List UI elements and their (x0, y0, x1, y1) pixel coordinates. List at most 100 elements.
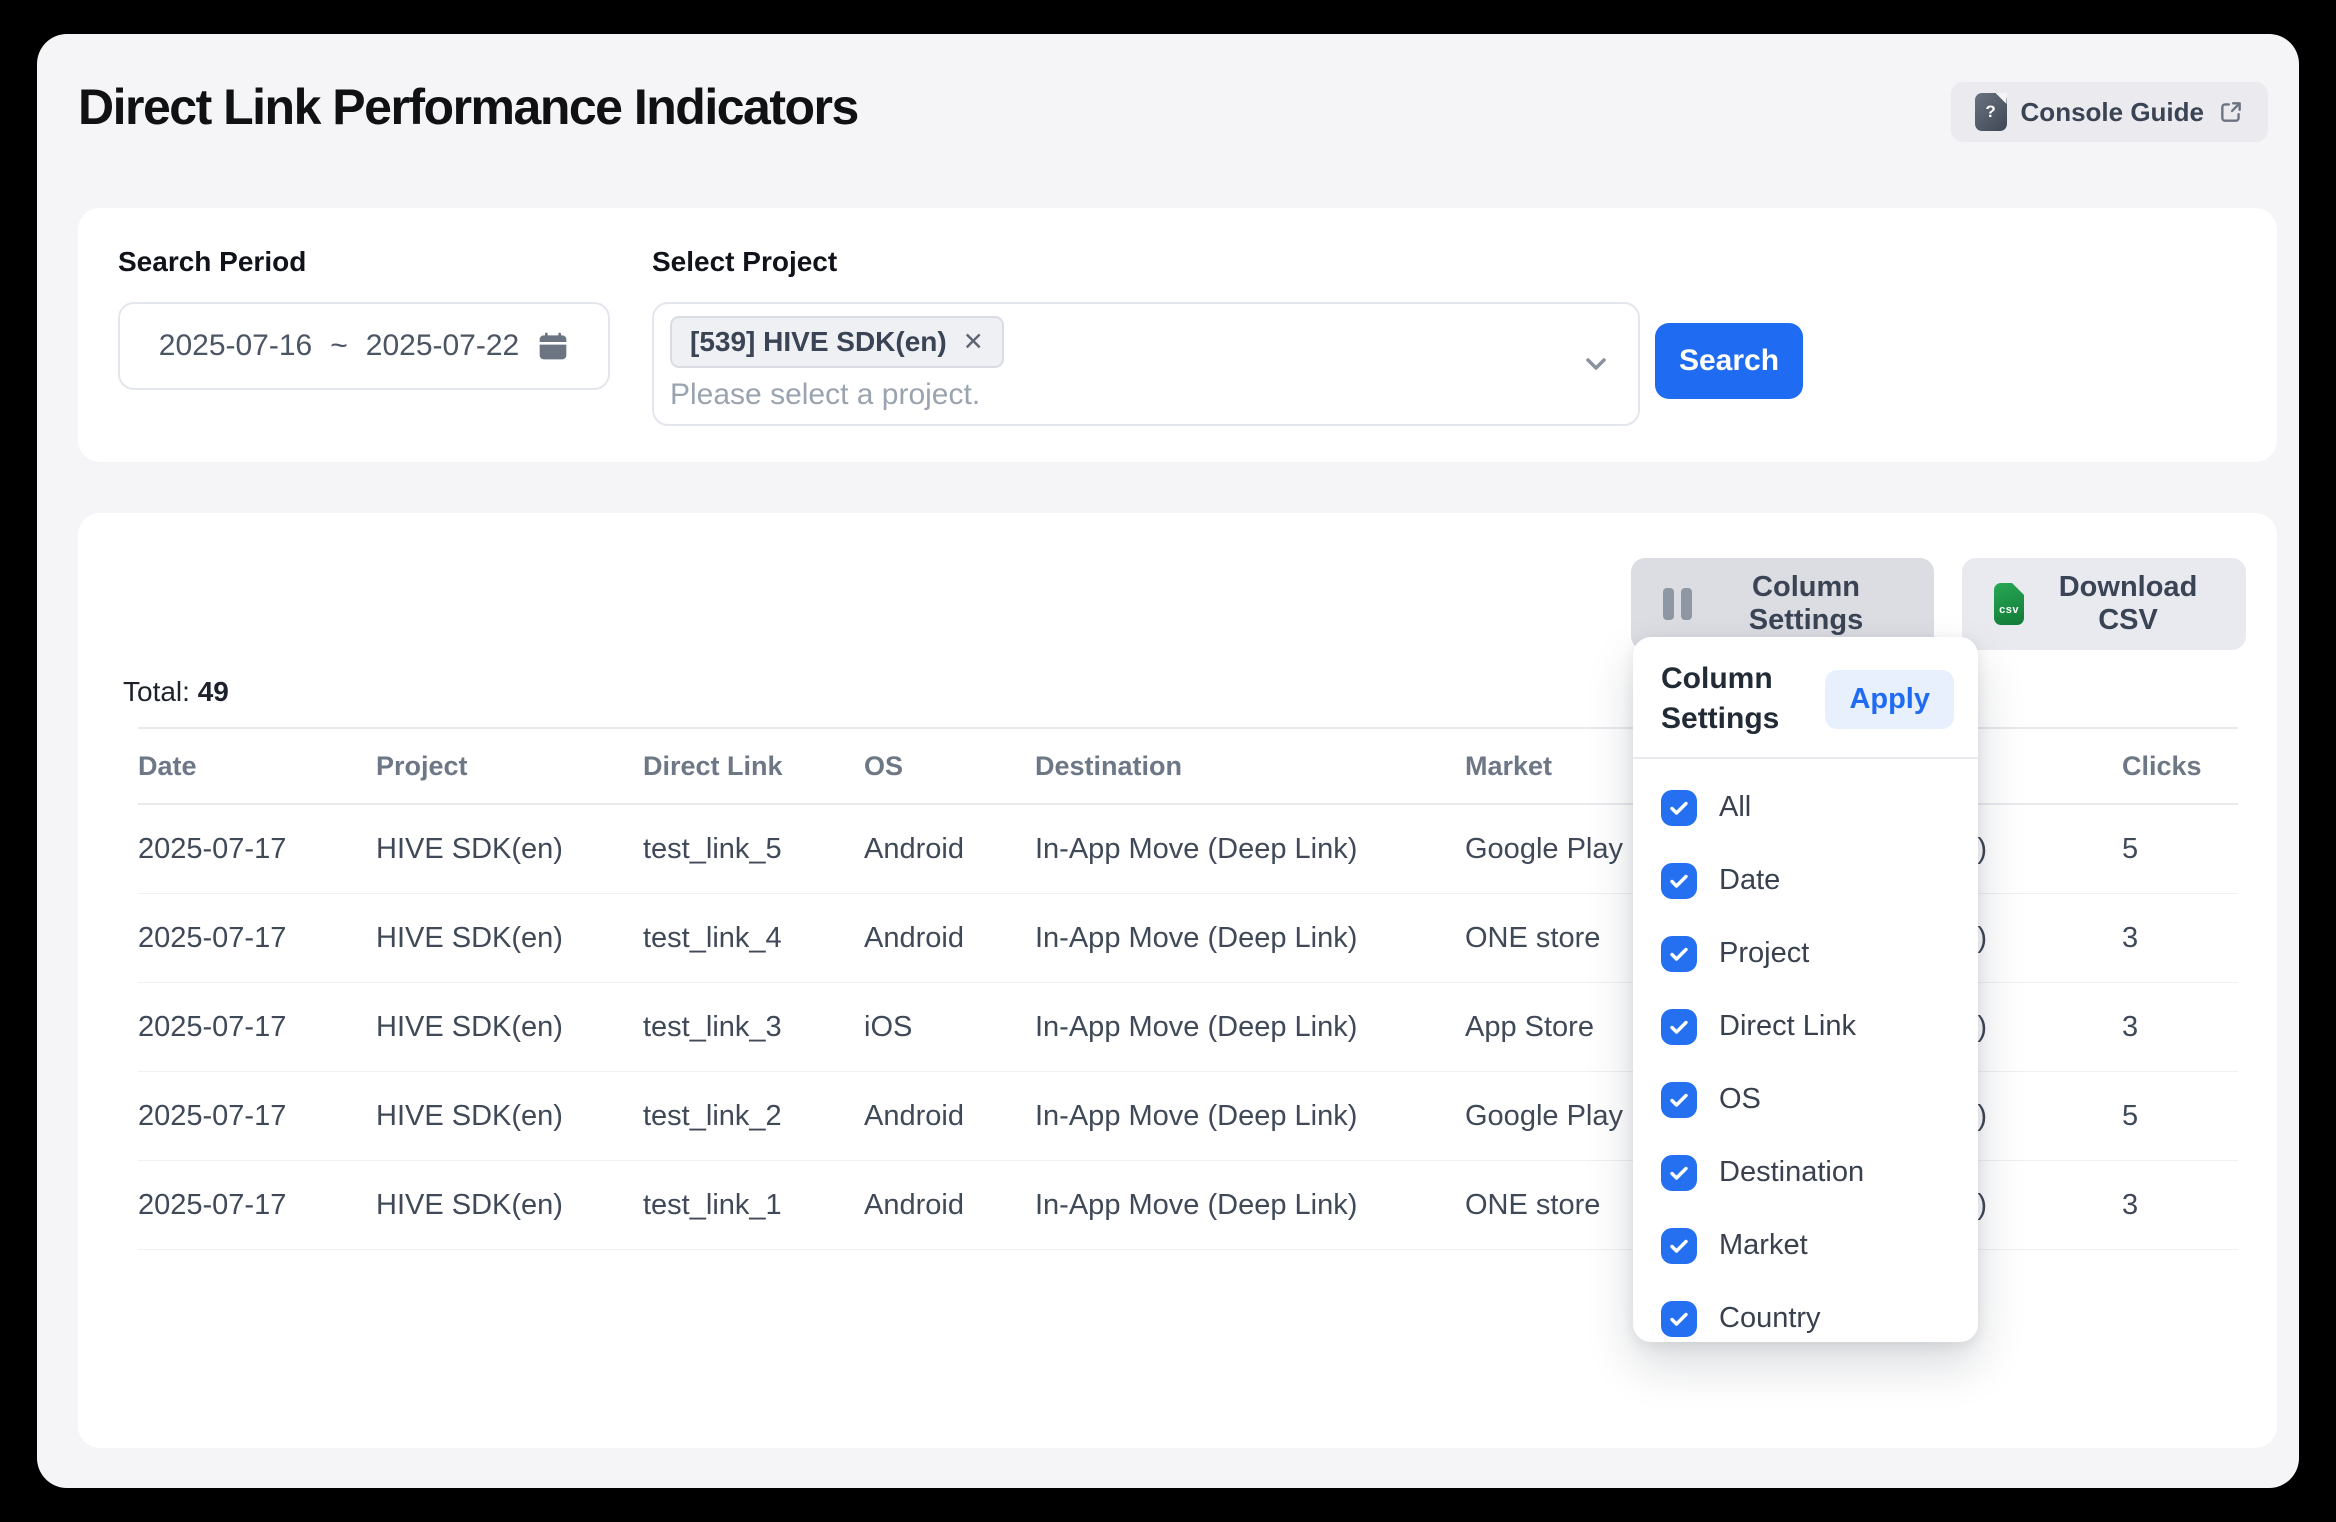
checkbox-label: Destination (1719, 1156, 1865, 1188)
cell-os: Android (864, 1188, 964, 1221)
check-icon (1670, 801, 1688, 815)
checkbox-label: Country (1719, 1302, 1821, 1334)
cell-dlink: test_link_5 (643, 832, 782, 865)
column-checkbox-item-date[interactable]: Date (1661, 844, 1978, 917)
project-chip-label: [539] HIVE SDK(en) (690, 326, 947, 357)
cell-market: Google Play (1465, 832, 1623, 865)
table-row: 2025-07-17 HIVE SDK(en) test_link_1 Android… (138, 1161, 2238, 1250)
cell-dest: In-App Move (Deep Link) (1035, 1188, 1358, 1221)
column-checkbox-item-project[interactable]: Project (1661, 917, 1978, 990)
checkbox-label: Direct Link (1719, 1010, 1856, 1042)
cell-project: HIVE SDK(en) (376, 1099, 563, 1132)
column-checkbox-item-all[interactable]: All (1661, 771, 1978, 844)
doc-fold-corner (1995, 93, 2007, 104)
cell-clicks: 3 (2122, 1188, 2139, 1221)
search-period-label: Search Period (118, 246, 307, 277)
column-header-destination: Destination (1035, 750, 1183, 781)
cell-market: ONE store (1465, 921, 1601, 954)
cell-clicks: 3 (2122, 921, 2139, 954)
column-checkbox-item-market[interactable]: Market (1661, 1209, 1978, 1282)
column-header-market: Market (1465, 750, 1553, 781)
checkbox-checked-icon[interactable] (1661, 789, 1697, 826)
console-guide-button[interactable]: ? Console Guide (1950, 82, 2268, 142)
project-select-placeholder: Please select a project. (670, 378, 981, 411)
cell-clicks: 5 (2122, 832, 2139, 865)
project-multiselect[interactable]: [539] HIVE SDK(en) ✕ Please select a pro… (652, 302, 1640, 426)
csv-fold-corner (2012, 583, 2025, 595)
column-checkbox-item-country[interactable]: Country (1661, 1282, 1978, 1355)
cell-clicks: 5 (2122, 1099, 2139, 1132)
checkbox-checked-icon[interactable] (1661, 862, 1697, 899)
popup-title: Column Settings (1661, 659, 1821, 739)
total-label: Total: (123, 676, 190, 707)
total-value: 49 (197, 676, 229, 707)
cell-dlink: test_link_2 (643, 1099, 782, 1132)
console-guide-label: Console Guide (2020, 96, 2204, 127)
date-separator: ~ (330, 329, 348, 362)
cell-market: ONE store (1465, 1188, 1601, 1221)
chevron-down-icon (1586, 358, 1606, 370)
question-glyph: ? (1985, 102, 1996, 121)
cell-date: 2025-07-17 (138, 832, 287, 865)
cell-date: 2025-07-17 (138, 1188, 287, 1221)
cell-date: 2025-07-17 (138, 1099, 287, 1132)
table-row: 2025-07-17 HIVE SDK(en) test_link_3 iOS In-A… (138, 983, 2238, 1072)
checkbox-label: OS (1719, 1083, 1761, 1115)
cell-dlink: test_link_1 (643, 1188, 782, 1221)
popup-title-line2: Settings (1661, 702, 1780, 735)
check-icon (1670, 1239, 1688, 1253)
end-date-value: 2025-07-22 (365, 329, 520, 362)
checkbox-checked-icon[interactable] (1661, 1081, 1697, 1118)
column-header-os: OS (864, 750, 904, 781)
table-header-row: Date Project Direct Link OS Destination Marke… (138, 727, 2238, 805)
cell-os: Android (864, 832, 964, 865)
cell-os: iOS (864, 1010, 913, 1043)
checkbox-label: Market (1719, 1229, 1808, 1261)
column-settings-popup: Column Settings Apply All Date Project (1633, 637, 1978, 1342)
checkbox-label: Date (1719, 864, 1781, 896)
column-settings-button[interactable]: Column Settings (1631, 558, 1934, 650)
cell-clicks: 3 (2122, 1010, 2139, 1043)
checkbox-checked-icon[interactable] (1661, 1227, 1697, 1264)
apply-button[interactable]: Apply (1825, 669, 1954, 729)
column-settings-label: Column Settings (1748, 571, 1864, 636)
cell-dest: In-App Move (Deep Link) (1035, 921, 1358, 954)
column-checkbox-item-destination[interactable]: Destination (1661, 1136, 1978, 1209)
checkbox-checked-icon[interactable] (1661, 1008, 1697, 1045)
filter-panel: Search Period 2025-07-16 ~ 2025-07-22 Se… (78, 208, 2277, 462)
cell-country: ) (1977, 921, 1987, 954)
column-header-direct-link: Direct Link (643, 750, 783, 781)
cell-country: ) (1977, 1010, 1987, 1043)
date-range-input[interactable]: 2025-07-16 ~ 2025-07-22 (118, 302, 610, 390)
table-body: 2025-07-17 HIVE SDK(en) test_link_5 Android… (138, 805, 2238, 1250)
chip-remove-button[interactable]: ✕ (962, 327, 984, 356)
checkbox-checked-icon[interactable] (1661, 1154, 1697, 1191)
help-doc-icon: ? (1974, 93, 2007, 131)
check-icon (1670, 874, 1688, 888)
cell-country: ) (1977, 1099, 1987, 1132)
search-button[interactable]: Search (1655, 323, 1803, 399)
results-table: Date Project Direct Link OS Destination Marke… (138, 727, 2238, 1250)
table-row: 2025-07-17 HIVE SDK(en) test_link_4 Android… (138, 894, 2238, 983)
popup-items: All Date Project Direct Link OS (1633, 759, 1978, 1355)
column-checkbox-item-os[interactable]: OS (1661, 1063, 1978, 1136)
table-row: 2025-07-17 HIVE SDK(en) test_link_2 Android… (138, 1072, 2238, 1161)
cell-date: 2025-07-17 (138, 1010, 287, 1043)
page-title: Direct Link Performance Indicators (78, 79, 859, 135)
check-icon (1670, 1093, 1688, 1107)
column-header-project: Project (376, 750, 468, 781)
cell-dest: In-App Move (Deep Link) (1035, 1099, 1358, 1132)
check-icon (1670, 1020, 1688, 1034)
checkbox-checked-icon[interactable] (1661, 935, 1697, 972)
cell-project: HIVE SDK(en) (376, 832, 563, 865)
cell-country: ) (1977, 832, 1987, 865)
download-csv-button[interactable]: csv Download CSV (1962, 558, 2246, 650)
cell-country: ) (1977, 1188, 1987, 1221)
checkbox-checked-icon[interactable] (1661, 1300, 1697, 1337)
cell-project: HIVE SDK(en) (376, 1188, 563, 1221)
cell-dest: In-App Move (Deep Link) (1035, 832, 1358, 865)
column-header-clicks: Clicks (2122, 750, 2202, 781)
column-checkbox-item-direct-link[interactable]: Direct Link (1661, 990, 1978, 1063)
check-icon (1670, 1312, 1688, 1326)
